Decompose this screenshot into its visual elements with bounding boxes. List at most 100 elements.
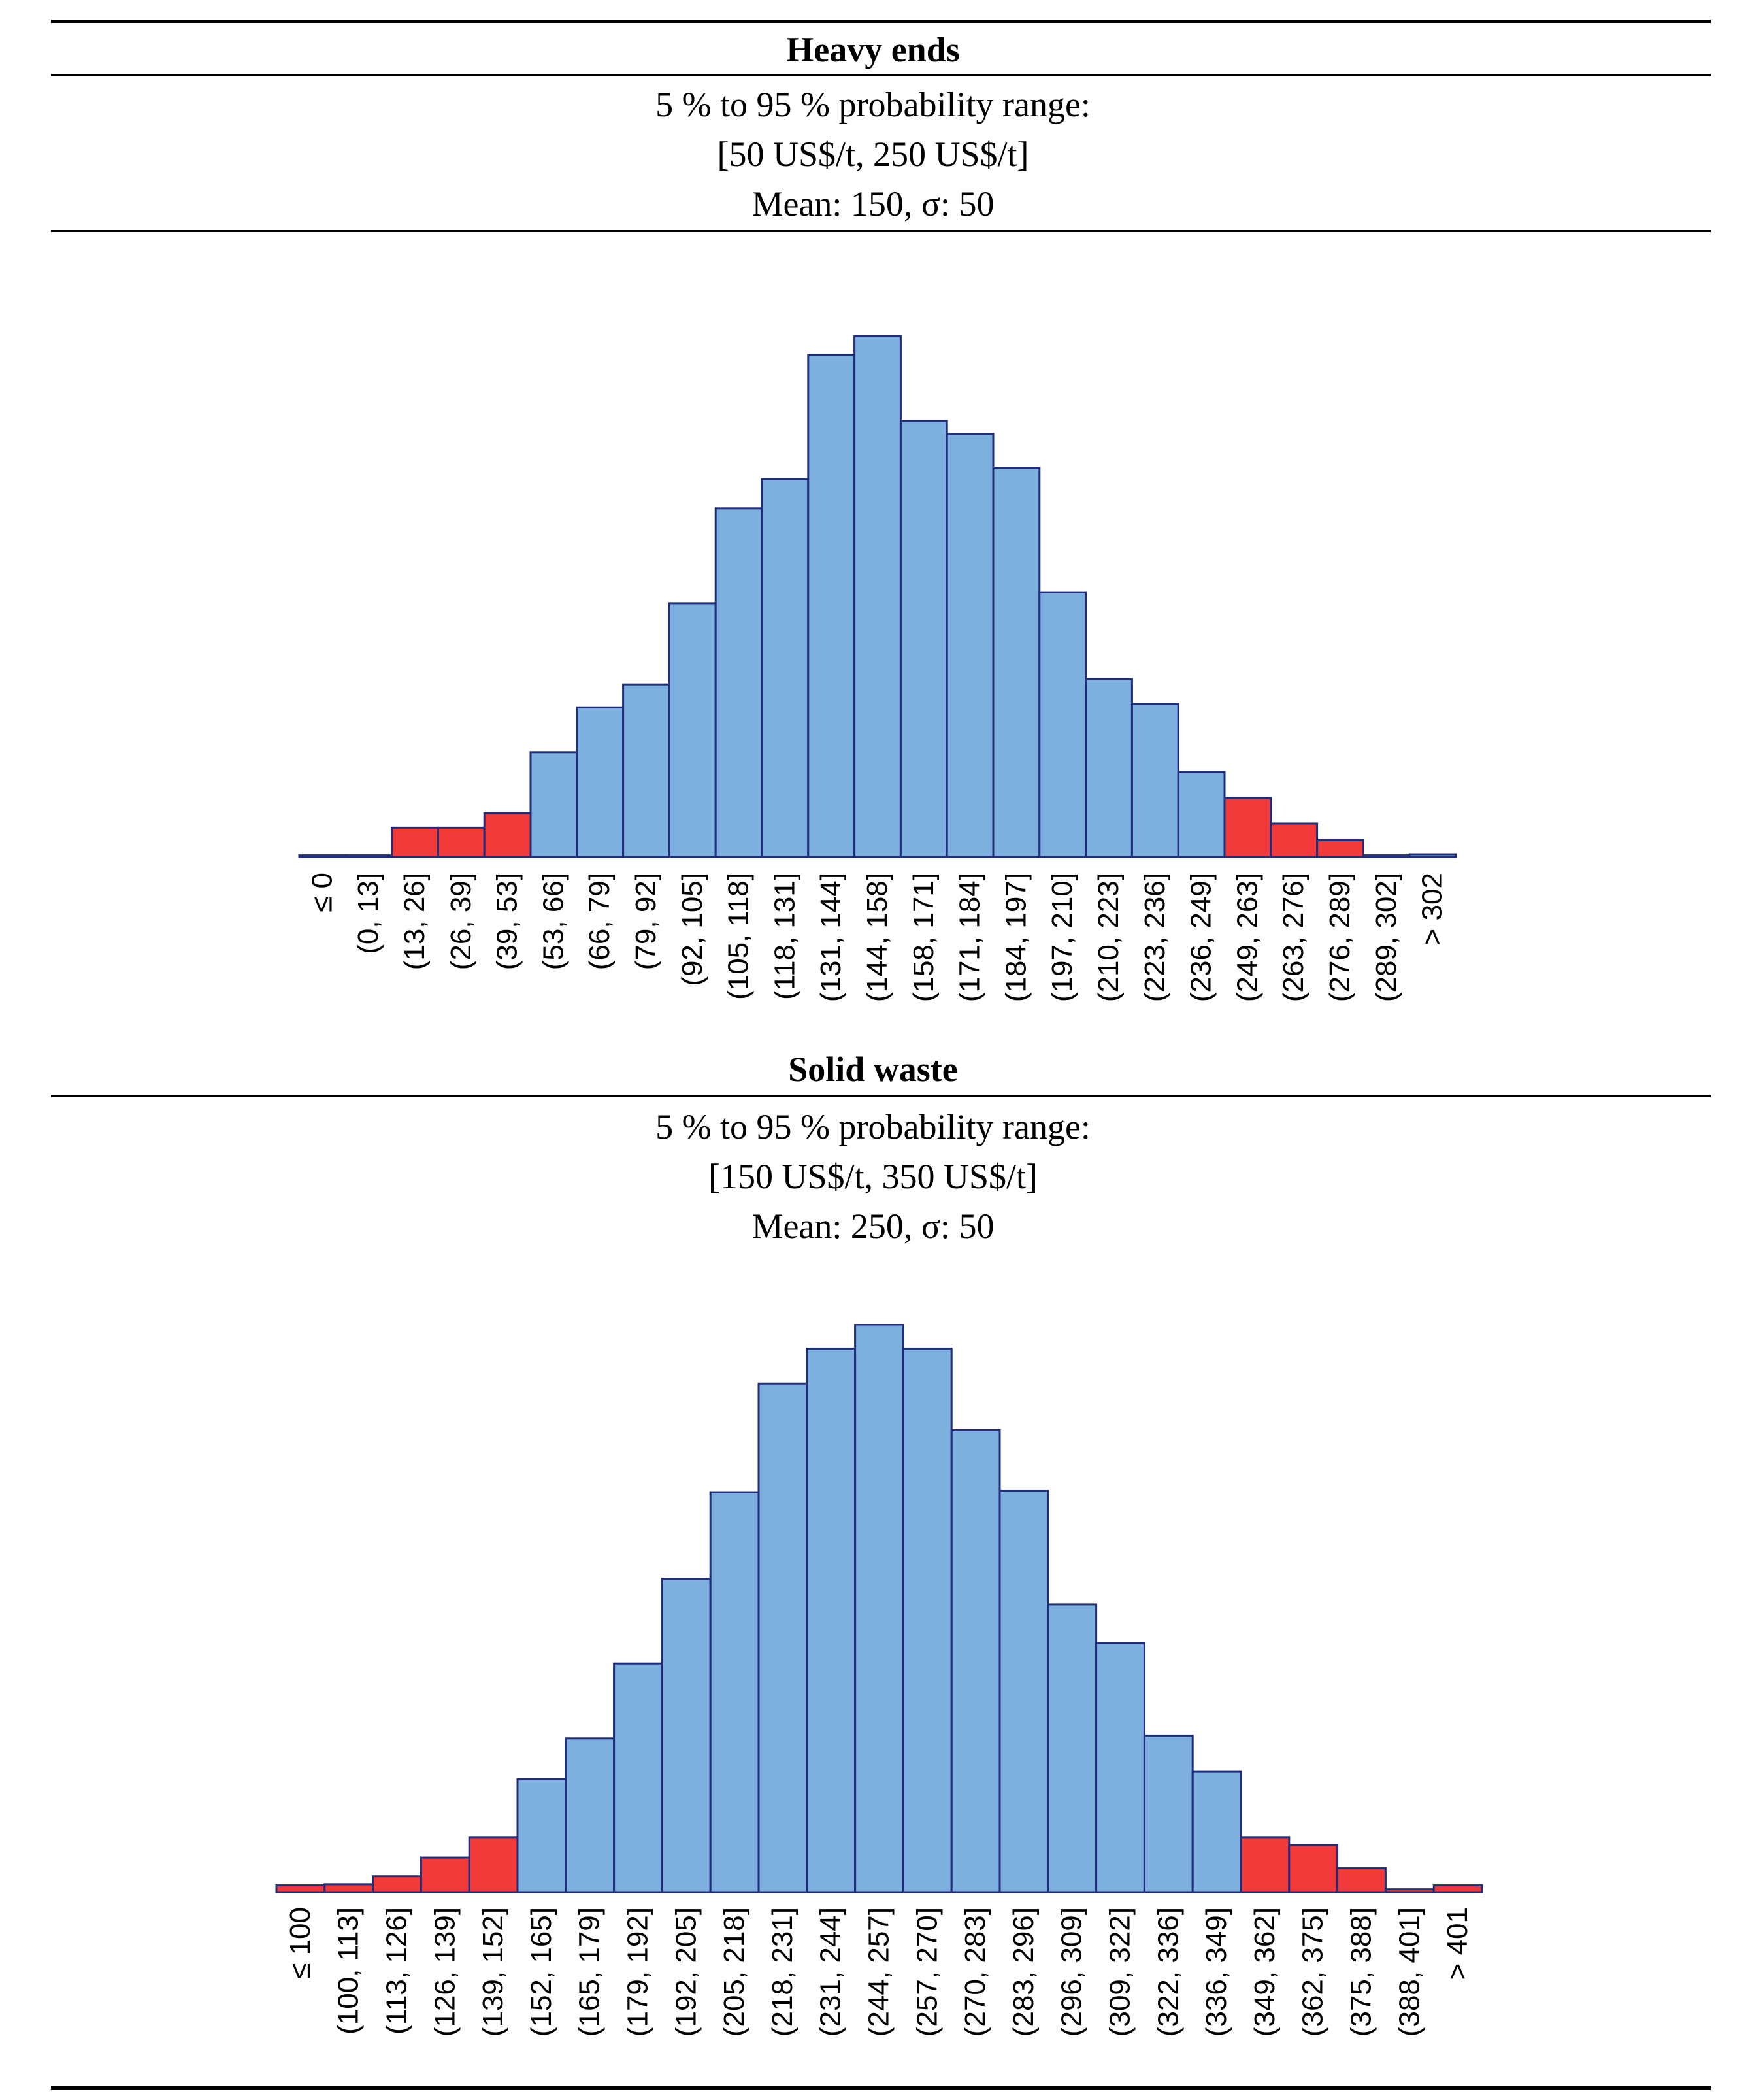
tick-label-solid-waste-17: (309, 322] [1104,1907,1136,2037]
panel-rule-solid-waste-top [51,1095,1711,1097]
tick-label-heavy-ends-15: (184, 197] [1000,873,1032,1002]
bar-solid-waste-17 [1095,1642,1145,1893]
tick-label-solid-waste-0: ≤ 100 [284,1907,316,1979]
bar-solid-waste-20 [1240,1836,1291,1893]
bar-solid-waste-7 [613,1662,663,1893]
tick-label-heavy-ends-10: (118, 131] [768,873,800,1000]
bar-solid-waste-19 [1191,1770,1242,1893]
bar-heavy-ends-6 [576,706,625,858]
bar-heavy-ends-4 [483,812,532,858]
tick-label-heavy-ends-21: (263, 276] [1277,873,1310,1002]
tick-label-heavy-ends-8: (92, 105] [676,873,708,986]
bar-heavy-ends-24 [1408,853,1457,858]
tick-label-heavy-ends-18: (223, 236] [1139,873,1171,1002]
bar-solid-waste-1 [323,1883,374,1893]
tick-label-solid-waste-24: > 401 [1441,1907,1474,1980]
bar-heavy-ends-20 [1223,797,1272,858]
tick-label-solid-waste-21: (362, 375] [1297,1907,1329,2037]
panel-stats-heavy-ends: 5 % to 95 % probability range: [50 US$/t… [0,80,1746,229]
tick-label-solid-waste-12: (244, 257] [863,1907,895,2037]
mean-sigma-solid-waste: Mean: 250, σ: 50 [751,1207,995,1246]
tick-label-heavy-ends-2: (13, 26] [399,873,431,970]
bar-heavy-ends-13 [899,420,948,858]
tick-label-heavy-ends-23: (289, 302] [1370,873,1402,1002]
bar-heavy-ends-22 [1316,839,1364,858]
bar-solid-waste-13 [902,1347,953,1893]
tick-label-solid-waste-10: (218, 231] [766,1907,799,2037]
table-bottom-rule [51,2086,1711,2090]
tick-label-heavy-ends-1: (0, 13] [352,873,384,954]
tick-label-heavy-ends-19: (236, 249] [1185,873,1217,1002]
bar-solid-waste-0 [275,1884,326,1893]
panel-rule-heavy-ends-top [51,74,1711,76]
range-label-heavy-ends: 5 % to 95 % probability range: [655,85,1091,124]
tick-label-heavy-ends-17: (210, 223] [1093,873,1125,1002]
bar-solid-waste-16 [1047,1603,1098,1893]
tick-label-heavy-ends-13: (158, 171] [908,873,940,1002]
range-label-solid-waste: 5 % to 95 % probability range: [655,1107,1091,1146]
tick-label-heavy-ends-24: > 302 [1417,873,1449,945]
tick-label-solid-waste-9: (205, 218] [718,1907,750,2037]
bar-heavy-ends-5 [529,751,578,858]
table-top-rule [51,20,1711,23]
tick-label-solid-waste-2: (113, 126] [381,1907,413,2035]
tick-label-solid-waste-11: (231, 244] [815,1907,847,2037]
bar-solid-waste-4 [468,1836,519,1893]
tick-label-solid-waste-20: (349, 362] [1249,1907,1281,2037]
tick-label-solid-waste-15: (283, 296] [1008,1907,1040,2037]
tick-label-solid-waste-8: (192, 205] [670,1907,702,2037]
bar-solid-waste-23 [1384,1888,1435,1893]
tick-label-solid-waste-18: (322, 336] [1152,1907,1184,2037]
bar-solid-waste-18 [1143,1734,1194,1893]
bar-solid-waste-24 [1432,1884,1483,1893]
bar-heavy-ends-18 [1130,703,1179,858]
tick-label-solid-waste-22: (375, 388] [1345,1907,1377,2037]
bar-heavy-ends-16 [1038,591,1087,858]
tick-label-heavy-ends-4: (39, 53] [491,873,523,970]
bar-solid-waste-21 [1288,1844,1339,1893]
tick-label-heavy-ends-20: (249, 263] [1231,873,1263,1002]
tick-label-heavy-ends-16: (197, 210] [1046,873,1078,1002]
tick-label-solid-waste-23: (388, 401] [1393,1907,1425,2037]
bar-heavy-ends-14 [946,433,995,858]
mean-sigma-heavy-ends: Mean: 150, σ: 50 [751,184,995,224]
panel-stats-solid-waste: 5 % to 95 % probability range: [150 US$/… [0,1102,1746,1251]
bar-solid-waste-9 [709,1491,760,1893]
tick-label-heavy-ends-0: ≤ 0 [306,873,338,912]
tick-label-solid-waste-4: (139, 152] [477,1907,509,2037]
tick-label-heavy-ends-6: (66, 79] [584,873,616,970]
bar-solid-waste-3 [420,1856,470,1893]
bar-solid-waste-6 [565,1737,616,1893]
panel-rule-heavy-ends-bottom [51,230,1711,232]
bar-heavy-ends-11 [807,354,856,858]
range-heavy-ends: [50 US$/t, 250 US$/t] [717,135,1029,174]
tick-label-solid-waste-3: (126, 139] [429,1907,461,2037]
bar-heavy-ends-7 [622,683,670,858]
tick-label-heavy-ends-7: (79, 92] [630,873,662,970]
panel-title-solid-waste: Solid waste [788,1050,958,1089]
tick-label-solid-waste-6: (165, 179] [574,1907,606,2037]
tick-label-heavy-ends-22: (276, 289] [1324,873,1356,1002]
tick-label-heavy-ends-5: (53, 66] [537,873,569,970]
tick-label-heavy-ends-3: (26, 39] [445,873,477,970]
tick-label-solid-waste-16: (296, 309] [1056,1907,1088,2037]
bar-heavy-ends-9 [714,507,763,858]
tick-label-solid-waste-1: (100, 113] [333,1907,365,2035]
tick-label-solid-waste-5: (152, 165] [525,1907,557,2037]
bar-solid-waste-22 [1336,1867,1387,1893]
tick-label-solid-waste-14: (270, 283] [959,1907,991,2037]
tick-label-solid-waste-19: (336, 349] [1200,1907,1232,2037]
bar-solid-waste-11 [806,1347,857,1893]
bar-solid-waste-14 [950,1429,1001,1893]
bar-heavy-ends-15 [992,467,1041,858]
bar-solid-waste-8 [661,1578,712,1893]
bar-solid-waste-2 [372,1875,422,1893]
tick-label-solid-waste-7: (179, 192] [622,1907,654,2037]
bar-solid-waste-5 [516,1778,567,1893]
bar-heavy-ends-17 [1085,678,1133,858]
bar-heavy-ends-2 [391,826,439,858]
tick-label-heavy-ends-9: (105, 118] [723,873,755,1000]
bar-heavy-ends-10 [761,478,810,858]
bar-solid-waste-15 [998,1489,1049,1893]
